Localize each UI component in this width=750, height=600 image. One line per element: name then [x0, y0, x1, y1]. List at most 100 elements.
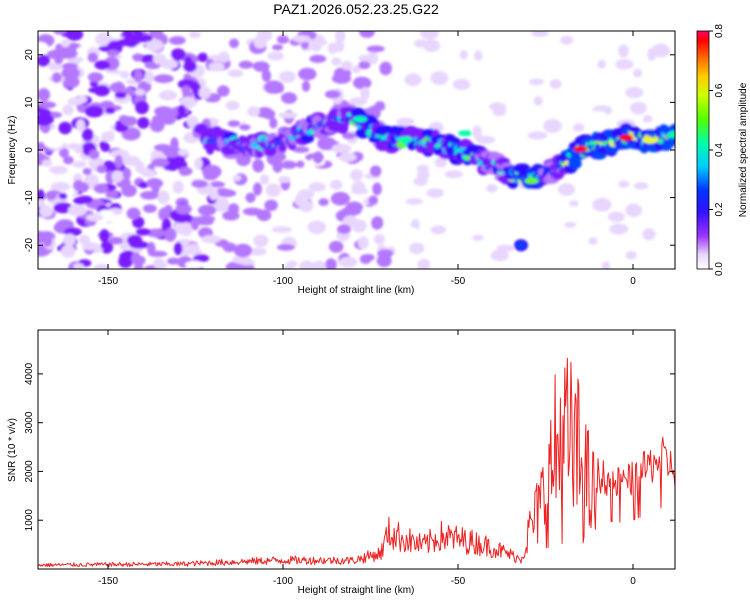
spectrogram-cell	[329, 179, 343, 190]
colorbar-gradient	[696, 30, 710, 270]
spectrogram-cell	[643, 137, 658, 144]
spectrogram-cell	[361, 206, 377, 217]
spectrogram-cell	[135, 228, 151, 236]
spectrogram-cell	[533, 96, 543, 106]
spectrogram-cell	[371, 216, 384, 230]
spectrogram-cell	[351, 181, 366, 193]
spectrogram-cell	[278, 175, 291, 184]
spectrogram-cell	[67, 204, 87, 217]
spectrogram-cell	[359, 31, 375, 38]
spectrogram-cell	[104, 107, 116, 114]
spectrogram-cell	[642, 228, 656, 241]
snr-xtick-label: 0	[630, 576, 636, 587]
spectrogram-cell	[38, 88, 51, 102]
spectrogram-cell	[298, 67, 317, 81]
spectrogram-heatmap	[38, 31, 675, 269]
spectrogram-xlabel: Height of straight line (km)	[298, 285, 415, 296]
spectrogram-cell	[619, 134, 633, 141]
spectrogram-cell	[238, 60, 254, 69]
spectrogram-cell	[373, 234, 385, 245]
spectrogram-cell	[177, 104, 186, 117]
spectrogram-cell	[331, 57, 342, 66]
spectrogram-cell	[496, 244, 515, 252]
spectrogram-cell	[568, 200, 579, 207]
spectrogram-cell	[284, 262, 294, 269]
spectrogram-cell	[146, 228, 167, 238]
snr-xtick-label: -50	[451, 576, 466, 587]
spectrogram-cell	[133, 69, 143, 83]
spectrogram-ylabel: Frequency (Hz)	[7, 116, 18, 185]
spectrogram-cell	[228, 203, 240, 215]
spectrogram-cell	[430, 225, 447, 235]
spectrogram-cell	[307, 223, 323, 232]
spectrogram-cell	[527, 131, 548, 140]
spectrogram-cell	[325, 258, 337, 269]
spectrogram-cell	[597, 59, 606, 69]
spectrogram-cell	[121, 155, 141, 166]
spectrogram-cell	[139, 54, 157, 64]
spectrogram-cell	[324, 90, 341, 99]
spectrogram-cell	[196, 218, 214, 226]
colorbar-tick-label: 0.8	[714, 24, 725, 38]
spectrogram-cell	[76, 119, 86, 132]
spectrogram-cell	[144, 70, 154, 84]
spectrogram-cell	[233, 243, 253, 258]
spectrogram-cell	[77, 195, 93, 204]
spectrogram-cell	[352, 65, 361, 74]
spectrogram-cell	[88, 149, 100, 160]
spectrogram-cell	[312, 151, 324, 164]
spectrogram-cell	[120, 71, 130, 79]
spectrogram-cell	[587, 111, 607, 119]
spectrogram-ytick-label: -10	[24, 190, 35, 205]
spectrogram-cell	[58, 192, 68, 200]
spectrogram-cell	[45, 190, 57, 201]
spectrogram-xtick-label: -50	[451, 276, 466, 287]
spectrogram-cell	[160, 111, 177, 125]
spectrogram-ytick-label: 20	[24, 49, 35, 61]
spectrogram-cell	[474, 50, 483, 61]
spectrogram-cell	[158, 90, 178, 101]
spectrogram-cell	[93, 183, 109, 194]
spectrogram-cell	[332, 163, 348, 177]
spectrogram-cell	[59, 147, 69, 158]
spectrogram-cell	[557, 45, 568, 57]
spectrogram-cell	[185, 260, 205, 269]
spectrogram-cell	[186, 115, 199, 128]
spectrogram-cell	[108, 236, 124, 245]
spectrogram-cell	[120, 234, 130, 248]
spectrogram-cell	[114, 154, 123, 169]
spectrogram-cell	[198, 86, 212, 100]
spectrogram-cell	[531, 31, 549, 37]
spectrogram-cell	[153, 74, 174, 84]
spectrogram-cell	[178, 166, 193, 176]
spectrogram-cell	[208, 188, 219, 201]
figure-title: PAZ1.2026.052.23.25.G22	[273, 1, 439, 17]
spectrogram-cell	[668, 130, 675, 139]
spectrogram-cell	[105, 130, 115, 142]
spectrogram-cell	[261, 31, 272, 41]
spectrogram-xtick-label: 0	[630, 276, 636, 287]
spectrogram-cell	[358, 60, 371, 70]
spectrogram-cell	[232, 255, 251, 264]
spectrogram-cell	[444, 170, 464, 179]
spectrogram-cell	[132, 216, 145, 229]
spectrogram-cell	[118, 115, 130, 123]
spectrogram-cell	[398, 60, 419, 68]
spectrogram-cell	[85, 213, 104, 222]
spectrogram-cell	[60, 244, 76, 258]
spectrogram-cell	[217, 85, 230, 97]
spectrogram-cell	[253, 182, 262, 196]
spectrogram-cell	[173, 242, 183, 256]
spectrogram-cell	[513, 71, 523, 85]
spectrogram-cell	[100, 240, 114, 254]
spectrogram-cell	[62, 104, 74, 116]
spectrogram-cell	[543, 119, 562, 133]
spectrogram-cell	[82, 167, 92, 176]
spectrogram-cell	[292, 146, 310, 153]
spectrogram-cell	[569, 97, 586, 107]
spectrogram-cell	[517, 241, 525, 249]
spectrogram-cell	[278, 111, 298, 119]
spectrogram-cell	[232, 174, 242, 182]
